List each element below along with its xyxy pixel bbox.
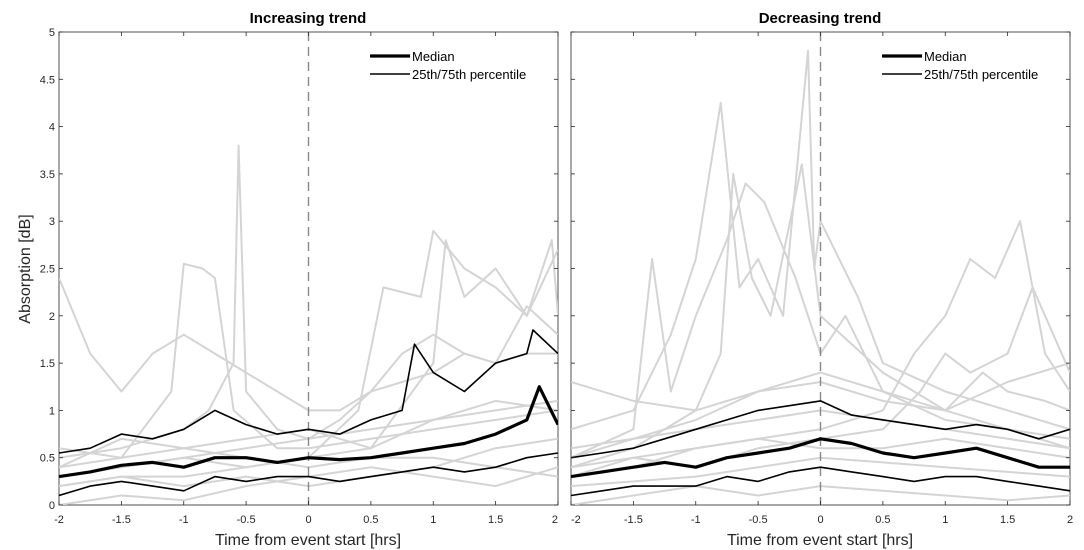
x-axis-label: Time from event start [hrs] [215,532,401,549]
y-tick-label: 4.5 [40,74,55,86]
individual-event-line [571,49,1070,431]
individual-event-line [571,437,1070,469]
y-tick-label: 3.5 [40,169,55,181]
x-tick-label: -0.5 [237,514,256,526]
individual-event-line [59,262,558,469]
x-tick-label: -1 [179,514,189,526]
y-tick-label: 3 [49,216,55,228]
percentile-line [59,329,558,454]
x-tick-label: 0.5 [363,514,378,526]
y-tick-label: 0.5 [40,453,55,465]
x-tick-label: 1 [430,514,436,526]
legend-label-median: Median [924,49,967,64]
x-tick-label: -1 [691,514,701,526]
x-tick-label: 0.5 [875,514,890,526]
x-tick-label: 1.5 [1000,514,1015,526]
x-axis-label: Time from event start [hrs] [727,532,913,549]
panel-increasing-trend: Increasing trend Time from event start [… [17,10,559,549]
x-tick-label: 1 [942,514,948,526]
panel-title: Increasing trend [250,10,367,27]
individual-event-line [571,371,1070,459]
percentile-line [571,400,1070,459]
percentile-line [571,466,1070,497]
x-tick-label: -2 [571,514,581,526]
x-tick-label: -2 [54,514,64,526]
legend-label-percentile: 25th/75th percentile [412,67,526,82]
median-line [59,385,558,479]
x-tick-label: -1.5 [112,514,131,526]
x-tick-label: 2 [1067,514,1073,526]
y-tick-label: 2 [49,311,55,323]
x-tick-label: 2 [552,514,558,526]
percentile-line [59,452,558,497]
y-axis-label: Absorption [dB] [17,214,34,323]
x-tick-label: -1.5 [624,514,643,526]
x-tick-label: 1.5 [488,514,503,526]
median-line [571,437,1070,479]
legend-label-percentile: 25th/75th percentile [924,67,1038,82]
individual-event-line [571,182,1070,459]
plot-area [571,32,1070,505]
x-tick-label: 0 [305,514,311,526]
individual-event-line [571,362,1070,412]
panel-decreasing-trend: Decreasing trend Time from event start [… [570,10,1073,549]
legend-label-median: Median [412,49,455,64]
individual-event-line [59,239,558,488]
y-tick-label: 1 [49,405,55,417]
axes-box [58,31,559,506]
x-tick-label: 0 [817,514,823,526]
y-tick-label: 0 [49,500,55,512]
y-tick-label: 1.5 [40,358,55,370]
panel-title: Decreasing trend [759,10,882,27]
x-tick-label: -0.5 [749,514,768,526]
y-tick-label: 5 [49,27,55,39]
y-tick-label: 4 [49,122,55,134]
y-tick-label: 2.5 [40,264,55,276]
plot-area [59,32,558,505]
